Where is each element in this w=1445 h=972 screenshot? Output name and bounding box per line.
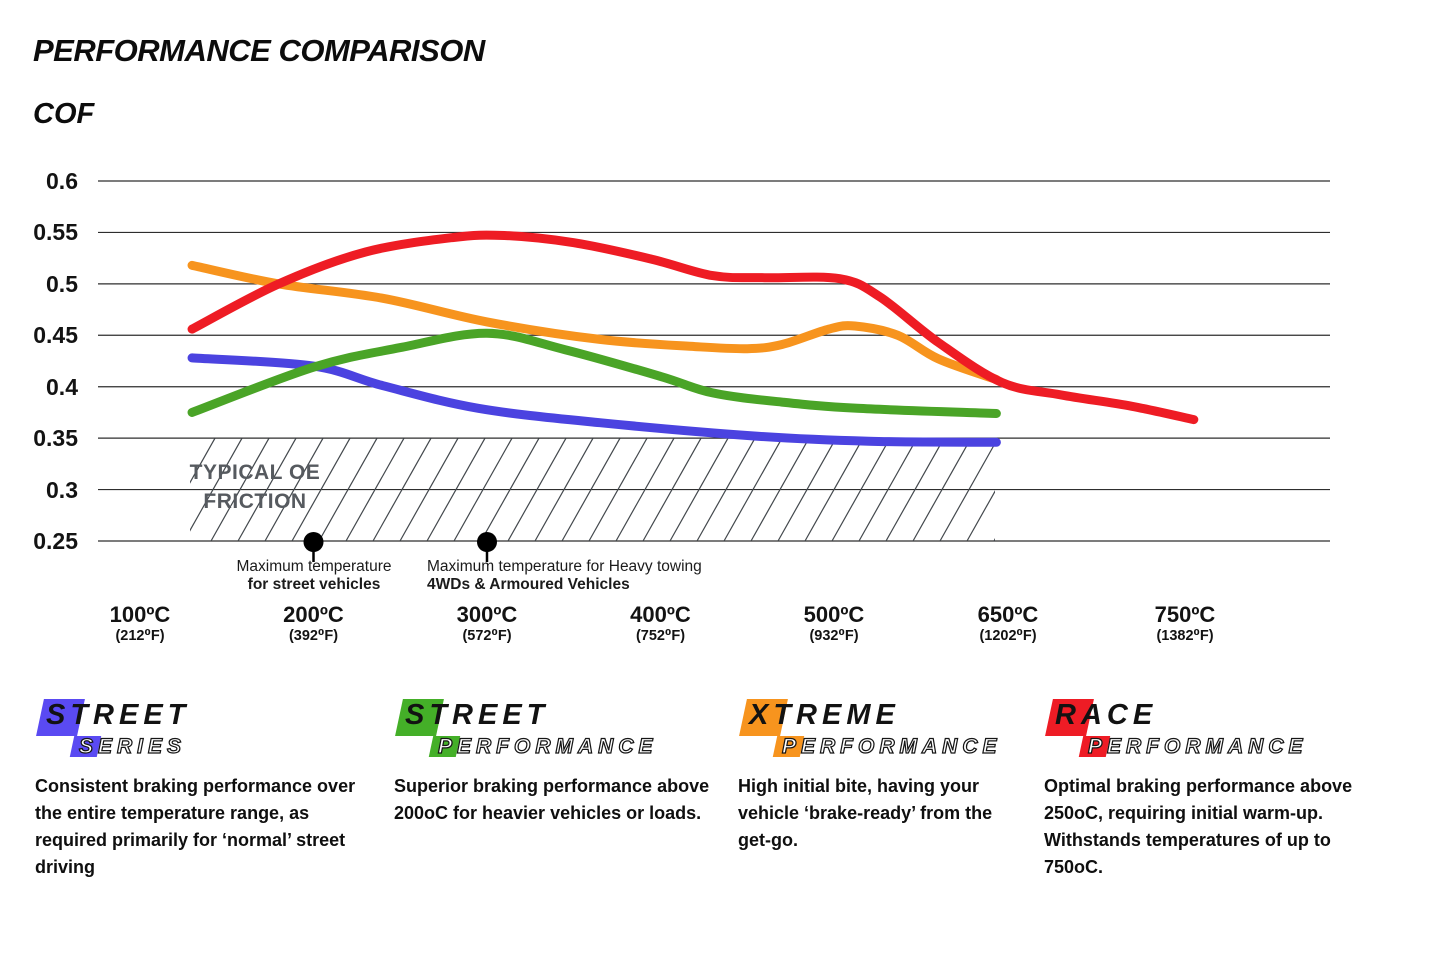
- x-tick-celsius: 400ºC: [630, 602, 691, 627]
- legend-description: High initial bite, having your vehicle ‘…: [738, 776, 993, 850]
- max-temp-marker: [303, 532, 324, 552]
- x-tick-label: 650ºC (1202⁰F): [933, 603, 1083, 645]
- logo-word1: STREET: [46, 699, 191, 731]
- annotation-max-temp-towing: Maximum temperature for Heavy towing 4WD…: [427, 558, 757, 593]
- series-line-street-performance: [187, 328, 1001, 418]
- y-tick-label: 0.35: [33, 425, 78, 452]
- race-performance-logo: RACE PERFORMANCE: [1044, 696, 1384, 768]
- x-tick-fahrenheit: (1382⁰F): [1156, 628, 1214, 644]
- logo-word2: PERFORMANCE: [1087, 734, 1308, 758]
- x-tick-fahrenheit: (572⁰F): [462, 628, 512, 644]
- logo-word2: SERIES: [78, 734, 187, 758]
- y-tick-label: 0.45: [33, 322, 78, 349]
- logo-word2: PERFORMANCE: [437, 734, 658, 758]
- x-tick-celsius: 300ºC: [456, 602, 518, 627]
- typical-oe-friction-label: TYPICAL OE FRICTION: [146, 458, 364, 516]
- annotation-max-temp-street: Maximum temperature for street vehicles: [196, 558, 432, 593]
- legend-race-performance: RACE PERFORMANCE Optimal braking perform…: [1044, 696, 1384, 881]
- annotation-line2: 4WDs & Armoured Vehicles: [427, 575, 630, 593]
- oe-label-line1: TYPICAL OE: [189, 461, 321, 484]
- logo-word1: XTREME: [749, 699, 900, 731]
- logo-word1: STREET: [405, 699, 550, 731]
- x-tick-celsius: 500ºC: [803, 602, 865, 627]
- max-temp-marker: [477, 532, 497, 552]
- logo-word1: RACE: [1055, 699, 1158, 731]
- street-performance-logo: STREET PERFORMANCE: [394, 696, 724, 768]
- x-tick-celsius: 750ºC: [1154, 602, 1216, 627]
- y-tick-label: 0.55: [33, 219, 78, 246]
- x-tick-celsius: 200ºC: [283, 602, 344, 627]
- legend-description: Superior braking performance above 200oC…: [394, 776, 710, 823]
- y-tick-label: 0.4: [46, 373, 78, 400]
- x-tick-label: 300ºC (572⁰F): [412, 603, 562, 645]
- legend-xtreme-performance: XTREME PERFORMANCE High initial bite, ha…: [738, 696, 1020, 854]
- y-tick-label: 0.25: [33, 528, 78, 554]
- x-tick-fahrenheit: (1202⁰F): [979, 628, 1037, 644]
- page-title: PERFORMANCE COMPARISON: [33, 33, 485, 68]
- y-tick-label: 0.6: [46, 168, 78, 194]
- x-tick-label: 500ºC (932⁰F): [759, 603, 909, 645]
- x-tick-celsius: 650ºC: [977, 602, 1039, 627]
- y-tick-label: 0.3: [46, 476, 78, 503]
- x-tick-label: 200ºC (392⁰F): [239, 603, 389, 645]
- y-axis-title: COF: [33, 98, 95, 130]
- x-tick-label: 750ºC (1382⁰F): [1110, 603, 1260, 645]
- x-tick-fahrenheit: (752⁰F): [635, 628, 686, 644]
- annotation-line2: for street vehicles: [247, 575, 381, 593]
- x-tick-fahrenheit: (932⁰F): [809, 628, 859, 644]
- series-line-xtreme-performance: [187, 260, 1001, 384]
- legend-description: Consistent braking performance over the …: [35, 776, 356, 877]
- logo-word2: PERFORMANCE: [781, 734, 1002, 758]
- oe-label-line2: FRICTION: [203, 490, 307, 513]
- legend-description: Optimal braking performance above 250oC,…: [1044, 776, 1353, 877]
- annotation-line1: Maximum temperature for Heavy towing: [427, 558, 702, 575]
- legend-street-performance: STREET PERFORMANCE Superior braking perf…: [394, 696, 724, 827]
- oe-friction-hatch: [190, 438, 995, 541]
- x-tick-label: 400ºC (752⁰F): [586, 603, 736, 645]
- annotation-line1: Maximum temperature: [236, 558, 392, 575]
- y-tick-label: 0.5: [46, 270, 78, 297]
- series-line-race-performance: [187, 230, 1199, 425]
- street-series-logo: STREET SERIES: [35, 696, 375, 768]
- x-tick-celsius: 100ºC: [109, 602, 171, 627]
- xtreme-performance-logo: XTREME PERFORMANCE: [738, 696, 1020, 768]
- legend-street-series: STREET SERIES Consistent braking perform…: [35, 696, 375, 881]
- x-tick-label: 100ºC (212⁰F): [65, 603, 215, 645]
- x-tick-fahrenheit: (212⁰F): [115, 628, 165, 644]
- x-tick-fahrenheit: (392⁰F): [288, 628, 339, 644]
